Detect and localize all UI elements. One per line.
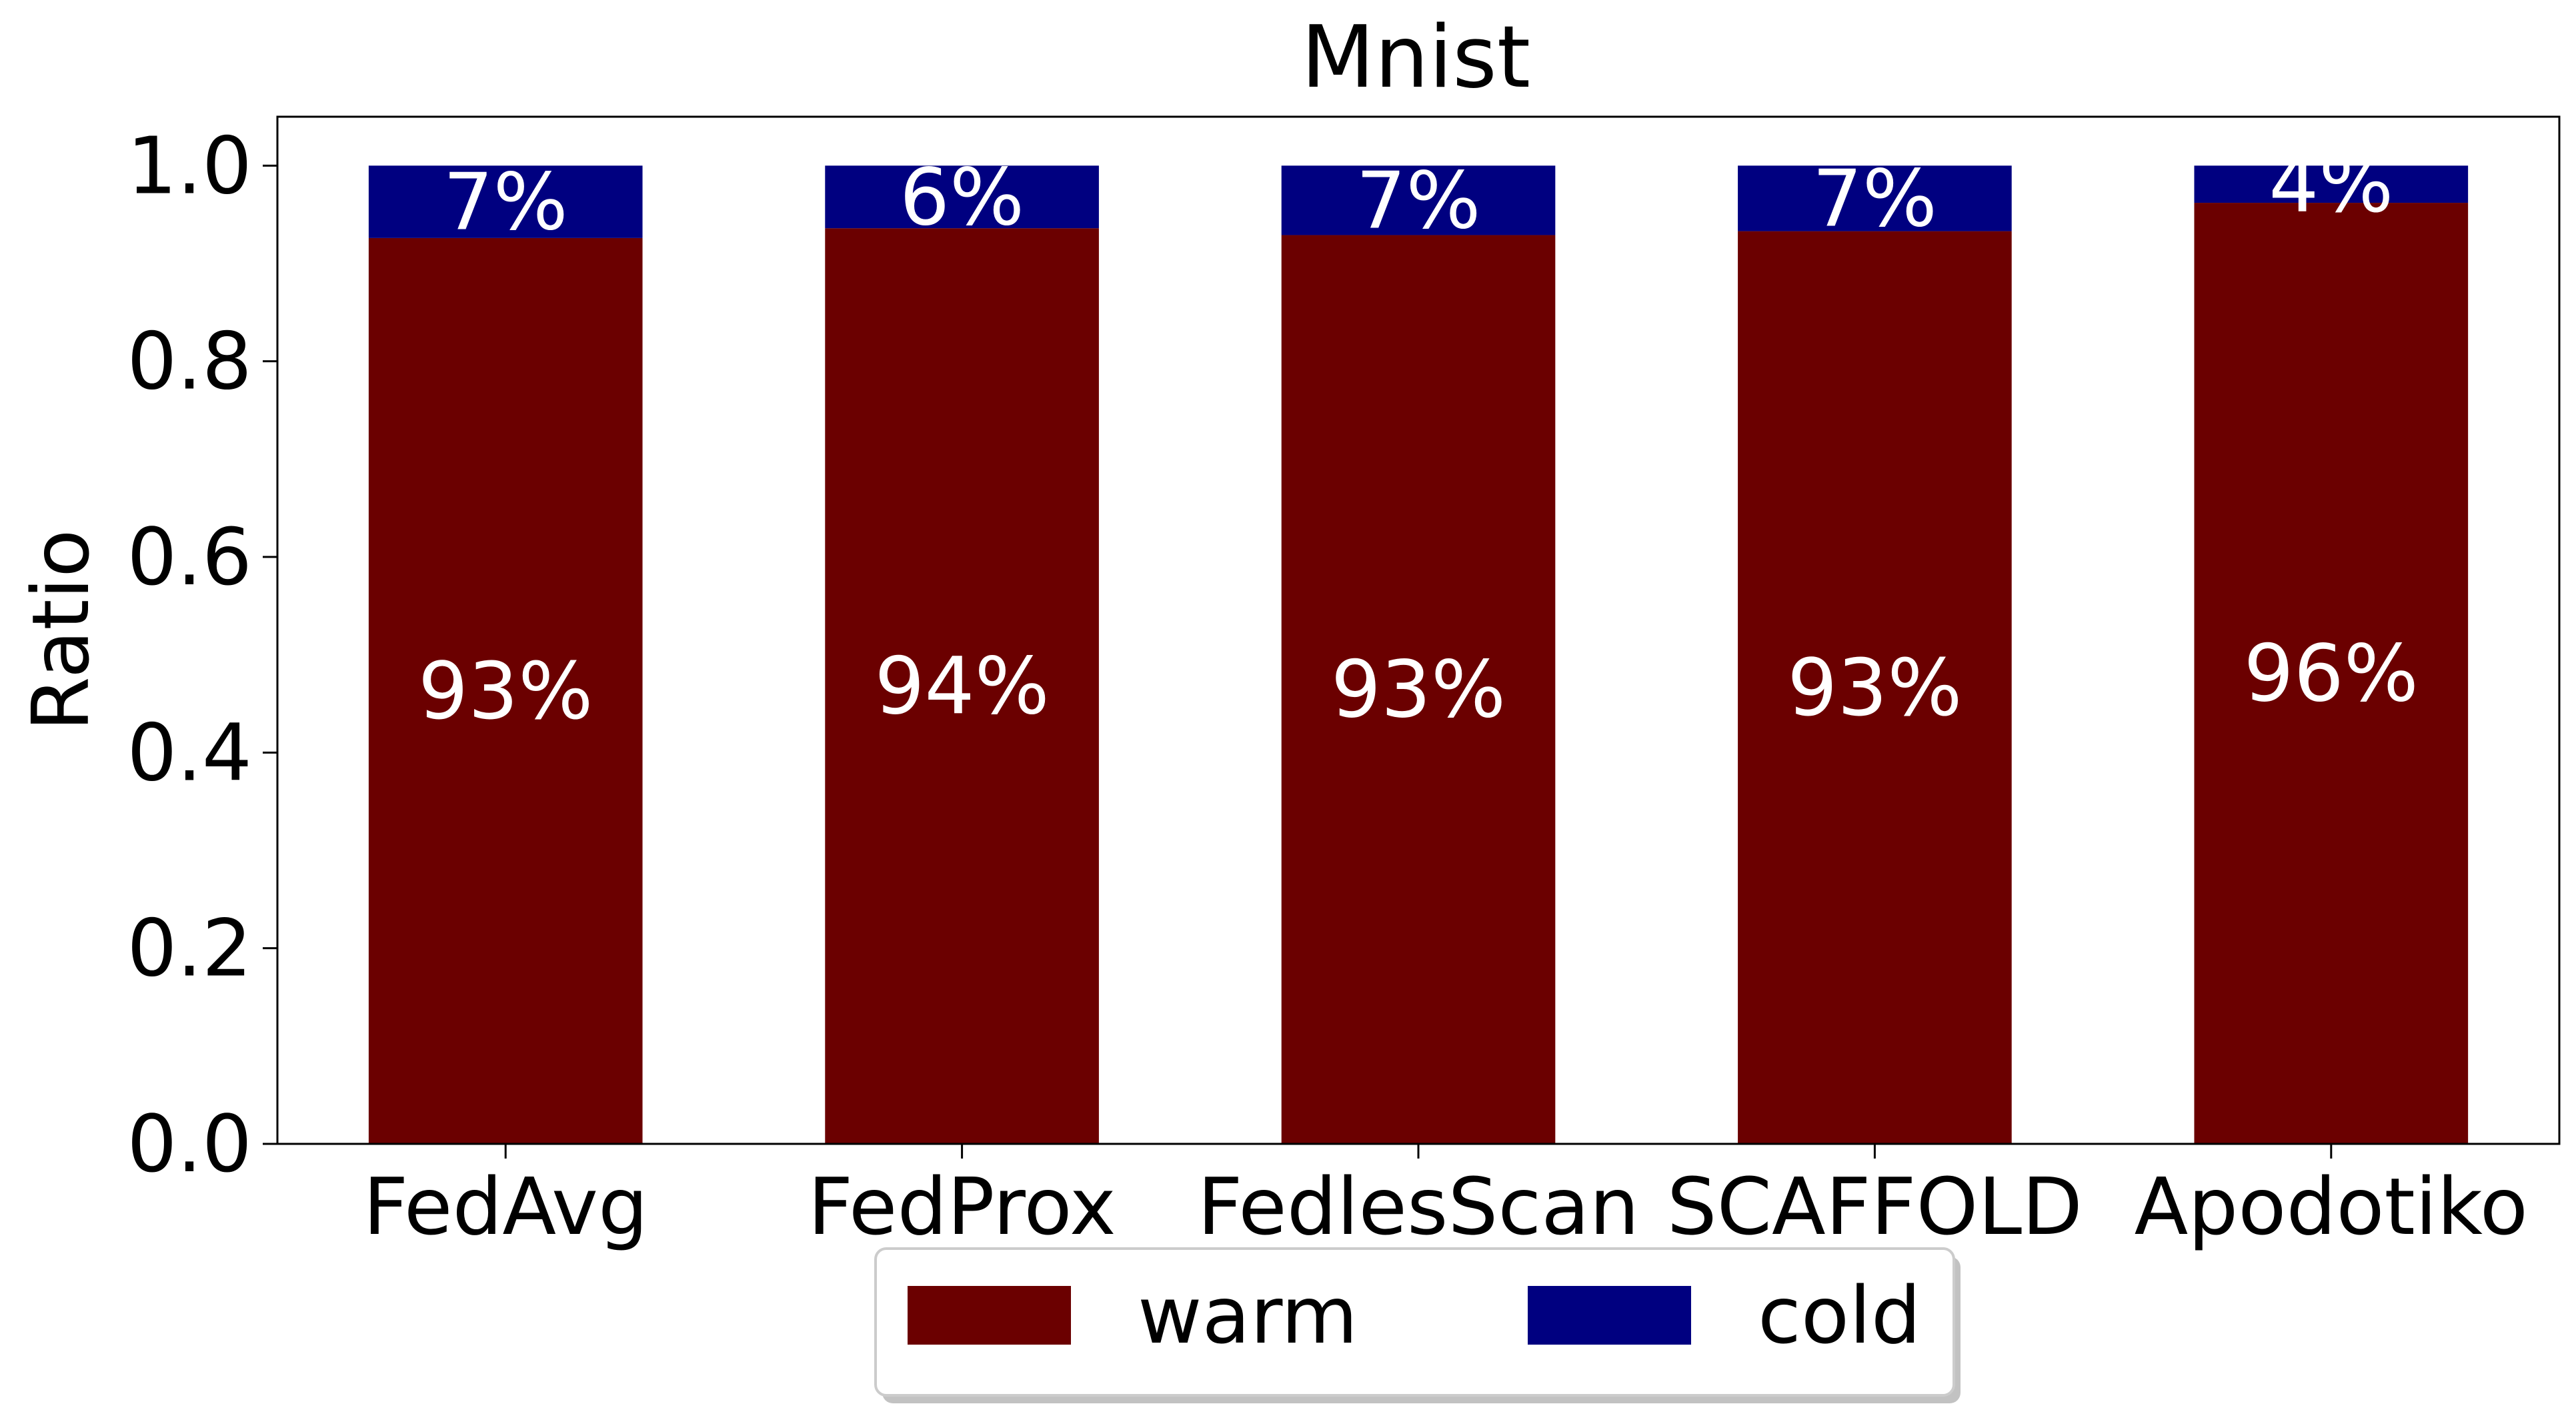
bar-warm-fedlesscan bbox=[1281, 235, 1556, 1144]
legend-label-cold: cold bbox=[1758, 1269, 1921, 1361]
data-label-warm-fedlesscan: 93% bbox=[1331, 644, 1506, 736]
x-tick-label-fedavg: FedAvg bbox=[363, 1161, 648, 1253]
y-axis-label: Ratio bbox=[15, 530, 107, 732]
legend-box bbox=[874, 1247, 1955, 1397]
bar-cold-scaffold bbox=[1738, 165, 2012, 231]
x-tick-label-scaffold: SCAFFOLD bbox=[1667, 1161, 2083, 1253]
chart-title: Mnist bbox=[1301, 8, 1530, 107]
bar-warm-fedprox bbox=[825, 228, 1099, 1145]
data-label-cold-apodotiko: 4% bbox=[2269, 138, 2393, 230]
plot-frame bbox=[276, 115, 2561, 1145]
y-tick-label: 0.4 bbox=[127, 706, 252, 798]
data-label-warm-fedavg: 93% bbox=[418, 645, 593, 737]
data-label-warm-apodotiko: 96% bbox=[2244, 628, 2419, 720]
y-tick-label: 0.2 bbox=[127, 902, 252, 994]
legend: warm cold bbox=[874, 1247, 1961, 1403]
x-tick-label-fedprox: FedProx bbox=[808, 1161, 1116, 1253]
data-label-warm-fedprox: 94% bbox=[874, 640, 1049, 732]
bar-cold-fedprox bbox=[825, 165, 1099, 229]
x-tick-label-fedlesscan: FedlesScan bbox=[1198, 1161, 1640, 1253]
legend-swatch-warm bbox=[908, 1286, 1071, 1345]
data-label-cold-fedavg: 7% bbox=[443, 156, 568, 248]
data-label-cold-scaffold: 7% bbox=[1812, 152, 1937, 244]
bar-cold-apodotiko bbox=[2194, 165, 2469, 203]
data-label-cold-fedprox: 6% bbox=[900, 151, 1024, 243]
y-tick-label: 0.0 bbox=[127, 1098, 252, 1190]
bar-warm-apodotiko bbox=[2194, 203, 2469, 1145]
y-tick-label: 0.6 bbox=[127, 511, 252, 603]
plot-area: 93% 7% FedAvg 94% 6% FedProx 93% 7% FedlesScan 93… bbox=[127, 115, 2561, 1253]
data-label-warm-scaffold: 93% bbox=[1787, 642, 1962, 734]
bar-warm-fedavg bbox=[368, 237, 643, 1144]
y-tick-label: 0.8 bbox=[127, 315, 252, 408]
y-tick-label: 1.0 bbox=[127, 119, 252, 211]
x-tick-label-apodotiko: Apodotiko bbox=[2135, 1161, 2528, 1253]
legend-swatch-cold bbox=[1528, 1286, 1691, 1345]
bar-cold-fedavg bbox=[368, 165, 643, 238]
data-label-cold-fedlesscan: 7% bbox=[1356, 154, 1480, 246]
bar-cold-fedlesscan bbox=[1281, 165, 1556, 235]
bar-warm-scaffold bbox=[1738, 231, 2012, 1145]
legend-label-warm: warm bbox=[1138, 1269, 1358, 1361]
